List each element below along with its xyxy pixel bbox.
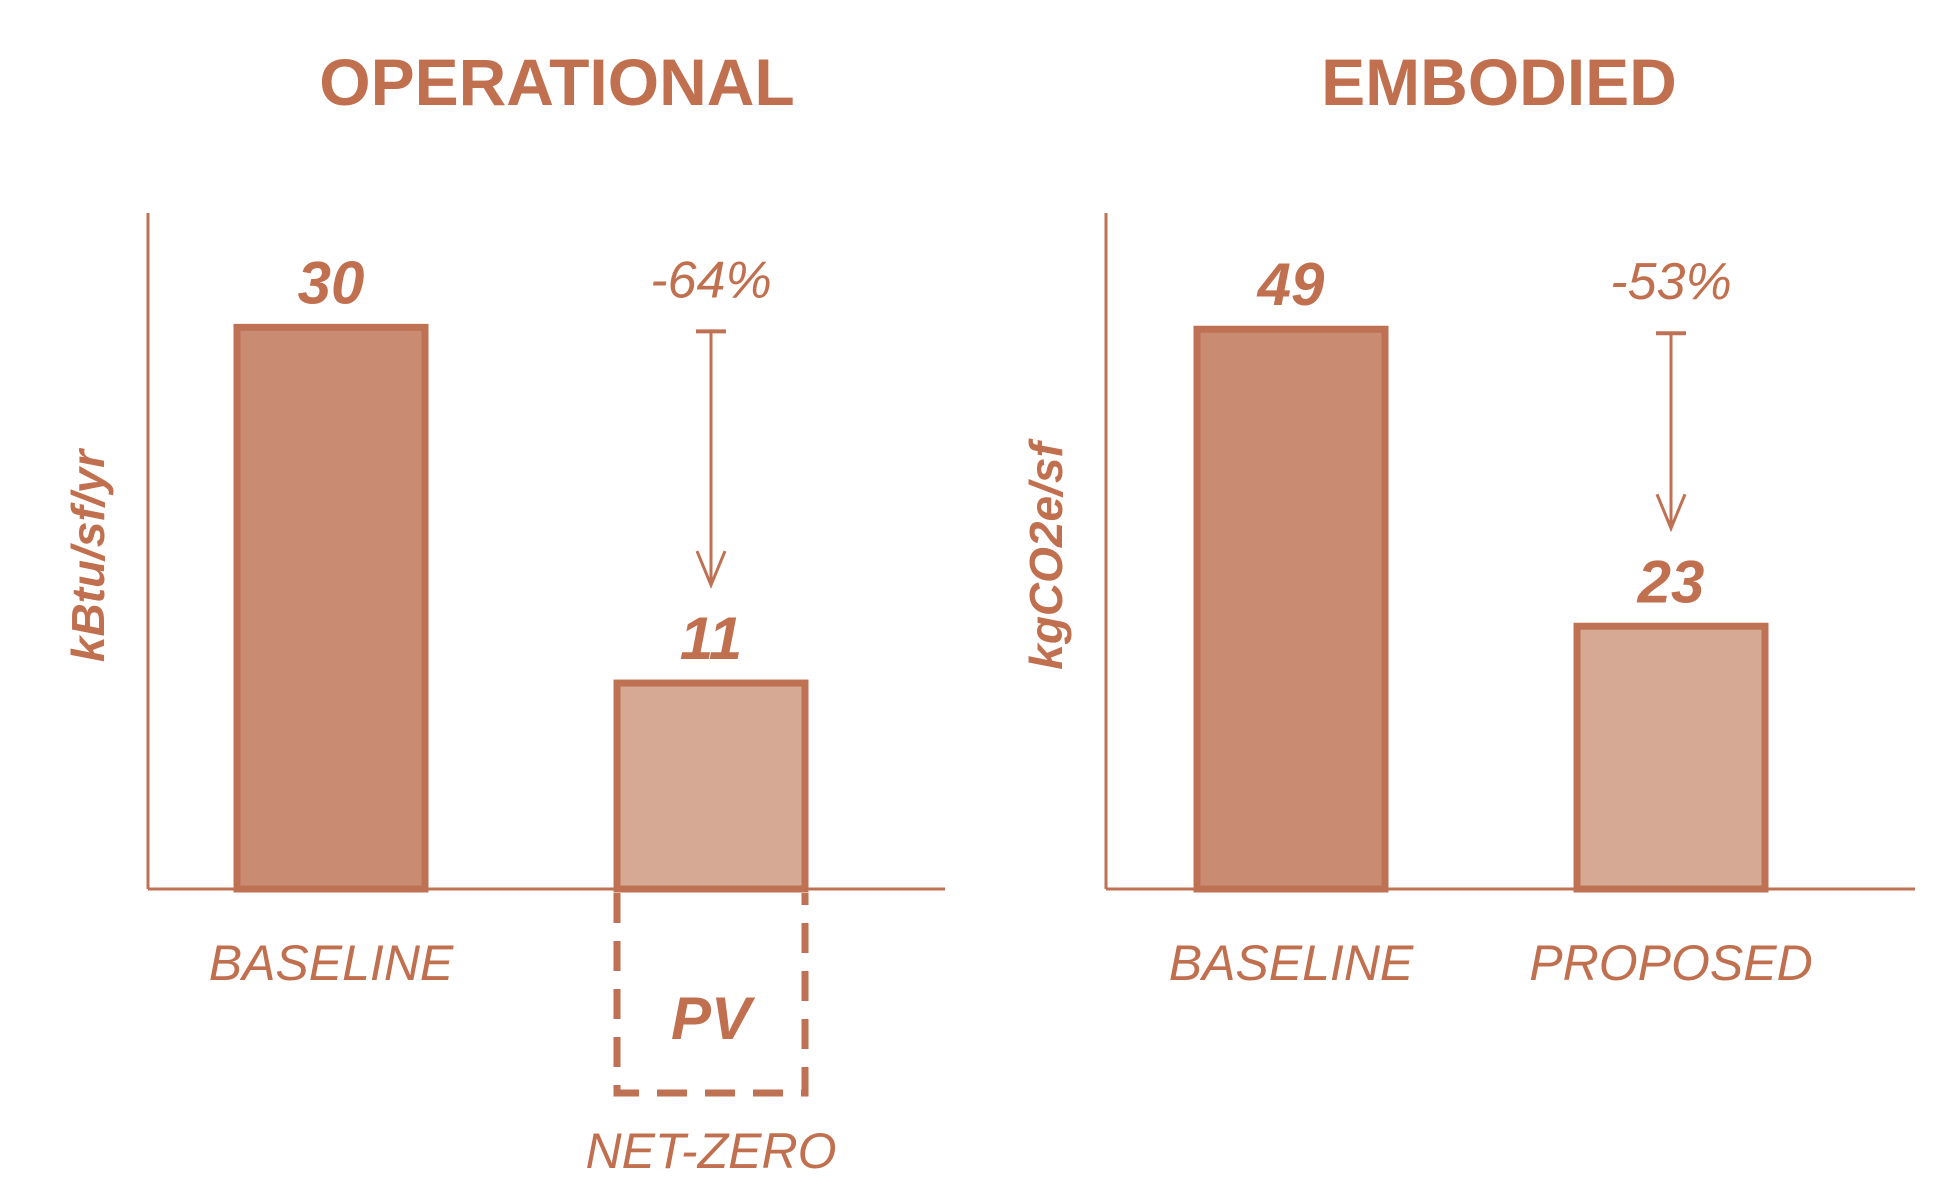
net-zero-caption: NET-ZERO <box>586 1123 837 1179</box>
pv-offset-box <box>613 893 809 1097</box>
embodied-bar-baseline <box>1193 325 1389 893</box>
operational-title: OPERATIONAL <box>319 45 794 119</box>
embodied-title: EMBODIED <box>1321 45 1677 119</box>
embodied-y-axis-label: kgCO2e/sf <box>1020 438 1072 670</box>
operational-category-label-baseline: BASELINE <box>209 935 454 991</box>
operational-y-axis-label: kBtu/sf/yr <box>62 448 114 662</box>
pv-label: PV <box>671 985 756 1052</box>
operational-value-label-net-zero: 11 <box>680 605 742 672</box>
operational-reduction-label: -64% <box>650 251 771 309</box>
embodied-value-label-proposed: 23 <box>1637 548 1705 615</box>
operational-bar-net-zero <box>613 679 809 893</box>
embodied-category-label-proposed: PROPOSED <box>1529 935 1812 991</box>
embodied-reduction-arrow <box>1655 331 1687 533</box>
embodied-reduction-label: -53% <box>1610 253 1731 311</box>
operational-bar-baseline <box>233 323 429 893</box>
arrow-head <box>1655 493 1687 533</box>
embodied-value-label-baseline: 49 <box>1257 251 1325 318</box>
embodied-category-label-baseline: BASELINE <box>1169 935 1414 991</box>
operational-value-label-baseline: 30 <box>298 249 365 316</box>
embodied-bar-proposed <box>1573 622 1769 893</box>
operational-reduction-arrow <box>695 329 727 589</box>
arrow-head <box>695 550 727 589</box>
